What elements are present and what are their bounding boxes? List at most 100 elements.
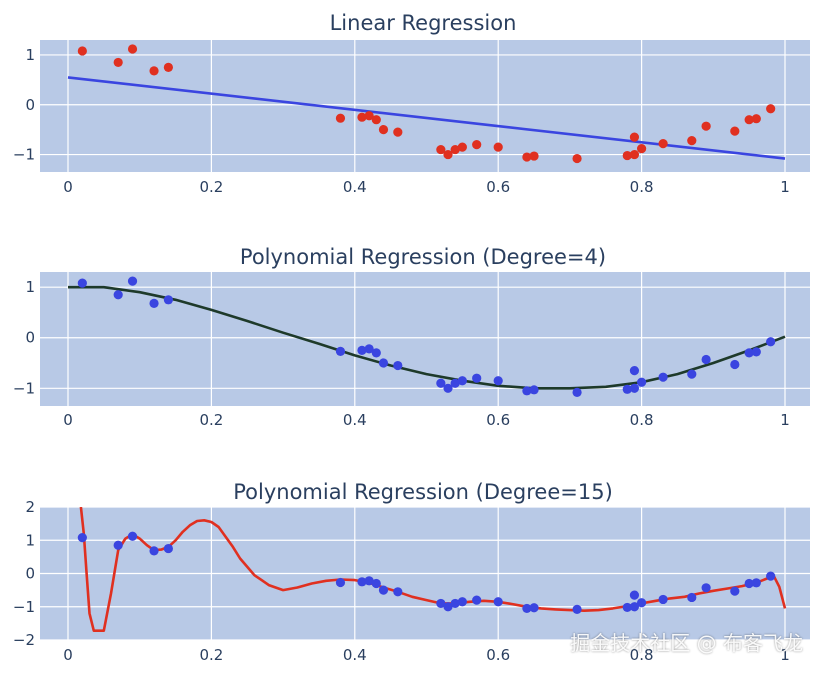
data-point bbox=[149, 546, 159, 556]
data-point bbox=[450, 378, 460, 388]
y-tick-label: 1 bbox=[25, 278, 35, 296]
y-tick-label: 0 bbox=[25, 96, 35, 114]
data-point bbox=[371, 578, 381, 589]
x-tick-label: 1 bbox=[780, 646, 790, 664]
data-point bbox=[472, 373, 482, 383]
data-point bbox=[77, 46, 87, 56]
data-point bbox=[622, 602, 632, 613]
chart-panel-1: 0 0.2 0.4 0.6 0.8 1 1 0 −1 Linear Regression bbox=[13, 11, 810, 196]
data-point bbox=[378, 125, 389, 135]
plot-background bbox=[40, 40, 810, 172]
data-point bbox=[493, 142, 503, 152]
data-point bbox=[77, 532, 87, 543]
y-tick-label: 0 bbox=[25, 329, 35, 347]
data-point bbox=[637, 143, 647, 154]
x-tick-label: 0 bbox=[63, 411, 73, 429]
y-tick-label: −2 bbox=[13, 631, 35, 649]
data-point bbox=[529, 385, 539, 395]
y-tick-label: −1 bbox=[13, 146, 35, 164]
y-tick-label: 0 bbox=[25, 565, 35, 583]
data-point bbox=[457, 142, 467, 152]
x-tick-label: 0.2 bbox=[199, 646, 223, 664]
data-point bbox=[113, 290, 123, 300]
data-point bbox=[393, 127, 403, 137]
x-tick-label: 0.8 bbox=[630, 411, 654, 429]
data-point bbox=[629, 383, 640, 393]
data-point bbox=[522, 386, 532, 396]
data-point bbox=[701, 121, 711, 131]
data-point bbox=[393, 360, 403, 371]
x-tick-label: 0.6 bbox=[486, 411, 510, 429]
data-point bbox=[751, 347, 761, 357]
data-point bbox=[149, 298, 159, 308]
data-point bbox=[493, 597, 503, 607]
data-point bbox=[357, 345, 367, 355]
y-tick-label: −1 bbox=[13, 598, 35, 616]
data-point bbox=[450, 144, 460, 155]
data-point bbox=[443, 602, 453, 612]
chart-title: Linear Regression bbox=[330, 11, 517, 35]
data-point bbox=[658, 139, 668, 149]
data-point bbox=[378, 585, 389, 595]
data-point bbox=[629, 132, 640, 142]
chart-panel-3: 0 0.2 0.4 0.6 0.8 1 2 1 0 −1 −2 Polynomial Regressi… bbox=[13, 480, 810, 664]
data-point bbox=[629, 149, 640, 160]
chart-title: Polynomial Regression (Degree=15) bbox=[233, 480, 613, 504]
data-point bbox=[687, 592, 697, 603]
plot-background bbox=[40, 272, 810, 406]
data-point bbox=[163, 295, 173, 305]
data-point bbox=[529, 151, 539, 161]
data-point bbox=[127, 531, 138, 541]
data-point bbox=[443, 383, 453, 393]
data-point bbox=[687, 369, 697, 379]
data-point bbox=[572, 604, 582, 615]
data-point bbox=[77, 278, 87, 288]
x-tick-label: 0.8 bbox=[630, 646, 654, 664]
data-point bbox=[766, 337, 776, 347]
data-point bbox=[629, 602, 640, 612]
data-point bbox=[637, 377, 647, 387]
x-tick-label: 0.6 bbox=[486, 646, 510, 664]
x-tick-label: 0 bbox=[63, 646, 73, 664]
data-point bbox=[127, 276, 138, 286]
data-point bbox=[364, 576, 374, 586]
y-tick-label: 2 bbox=[25, 498, 35, 516]
data-point bbox=[744, 578, 754, 589]
data-point bbox=[357, 577, 367, 587]
data-point bbox=[730, 359, 740, 370]
data-point bbox=[436, 598, 446, 609]
data-point bbox=[472, 140, 482, 150]
watermark-text: 掘金技术社区 @ 布客飞龙 bbox=[570, 631, 803, 655]
data-point bbox=[163, 543, 173, 554]
x-tick-label: 1 bbox=[780, 178, 790, 196]
data-point bbox=[744, 115, 754, 125]
data-point bbox=[766, 104, 776, 114]
data-point bbox=[457, 597, 467, 607]
data-point bbox=[357, 112, 367, 122]
data-point bbox=[766, 571, 776, 581]
data-point bbox=[751, 114, 761, 124]
data-point bbox=[163, 62, 173, 72]
data-point bbox=[378, 358, 389, 368]
data-point bbox=[637, 598, 647, 608]
data-point bbox=[701, 354, 711, 365]
data-point bbox=[113, 57, 123, 68]
data-point bbox=[443, 149, 453, 160]
data-point bbox=[751, 578, 761, 588]
data-point bbox=[335, 577, 346, 588]
data-point bbox=[335, 346, 346, 356]
data-point bbox=[687, 136, 697, 146]
data-point bbox=[472, 595, 482, 605]
x-tick-label: 0.2 bbox=[199, 411, 223, 429]
data-point bbox=[522, 603, 532, 614]
data-point bbox=[629, 590, 640, 600]
data-point bbox=[457, 376, 467, 386]
data-point bbox=[436, 144, 446, 155]
data-point bbox=[730, 126, 740, 136]
data-point bbox=[572, 387, 582, 397]
data-point bbox=[371, 348, 381, 358]
data-point bbox=[658, 372, 668, 382]
x-tick-label: 0.8 bbox=[630, 178, 654, 196]
x-tick-label: 0.2 bbox=[199, 178, 223, 196]
